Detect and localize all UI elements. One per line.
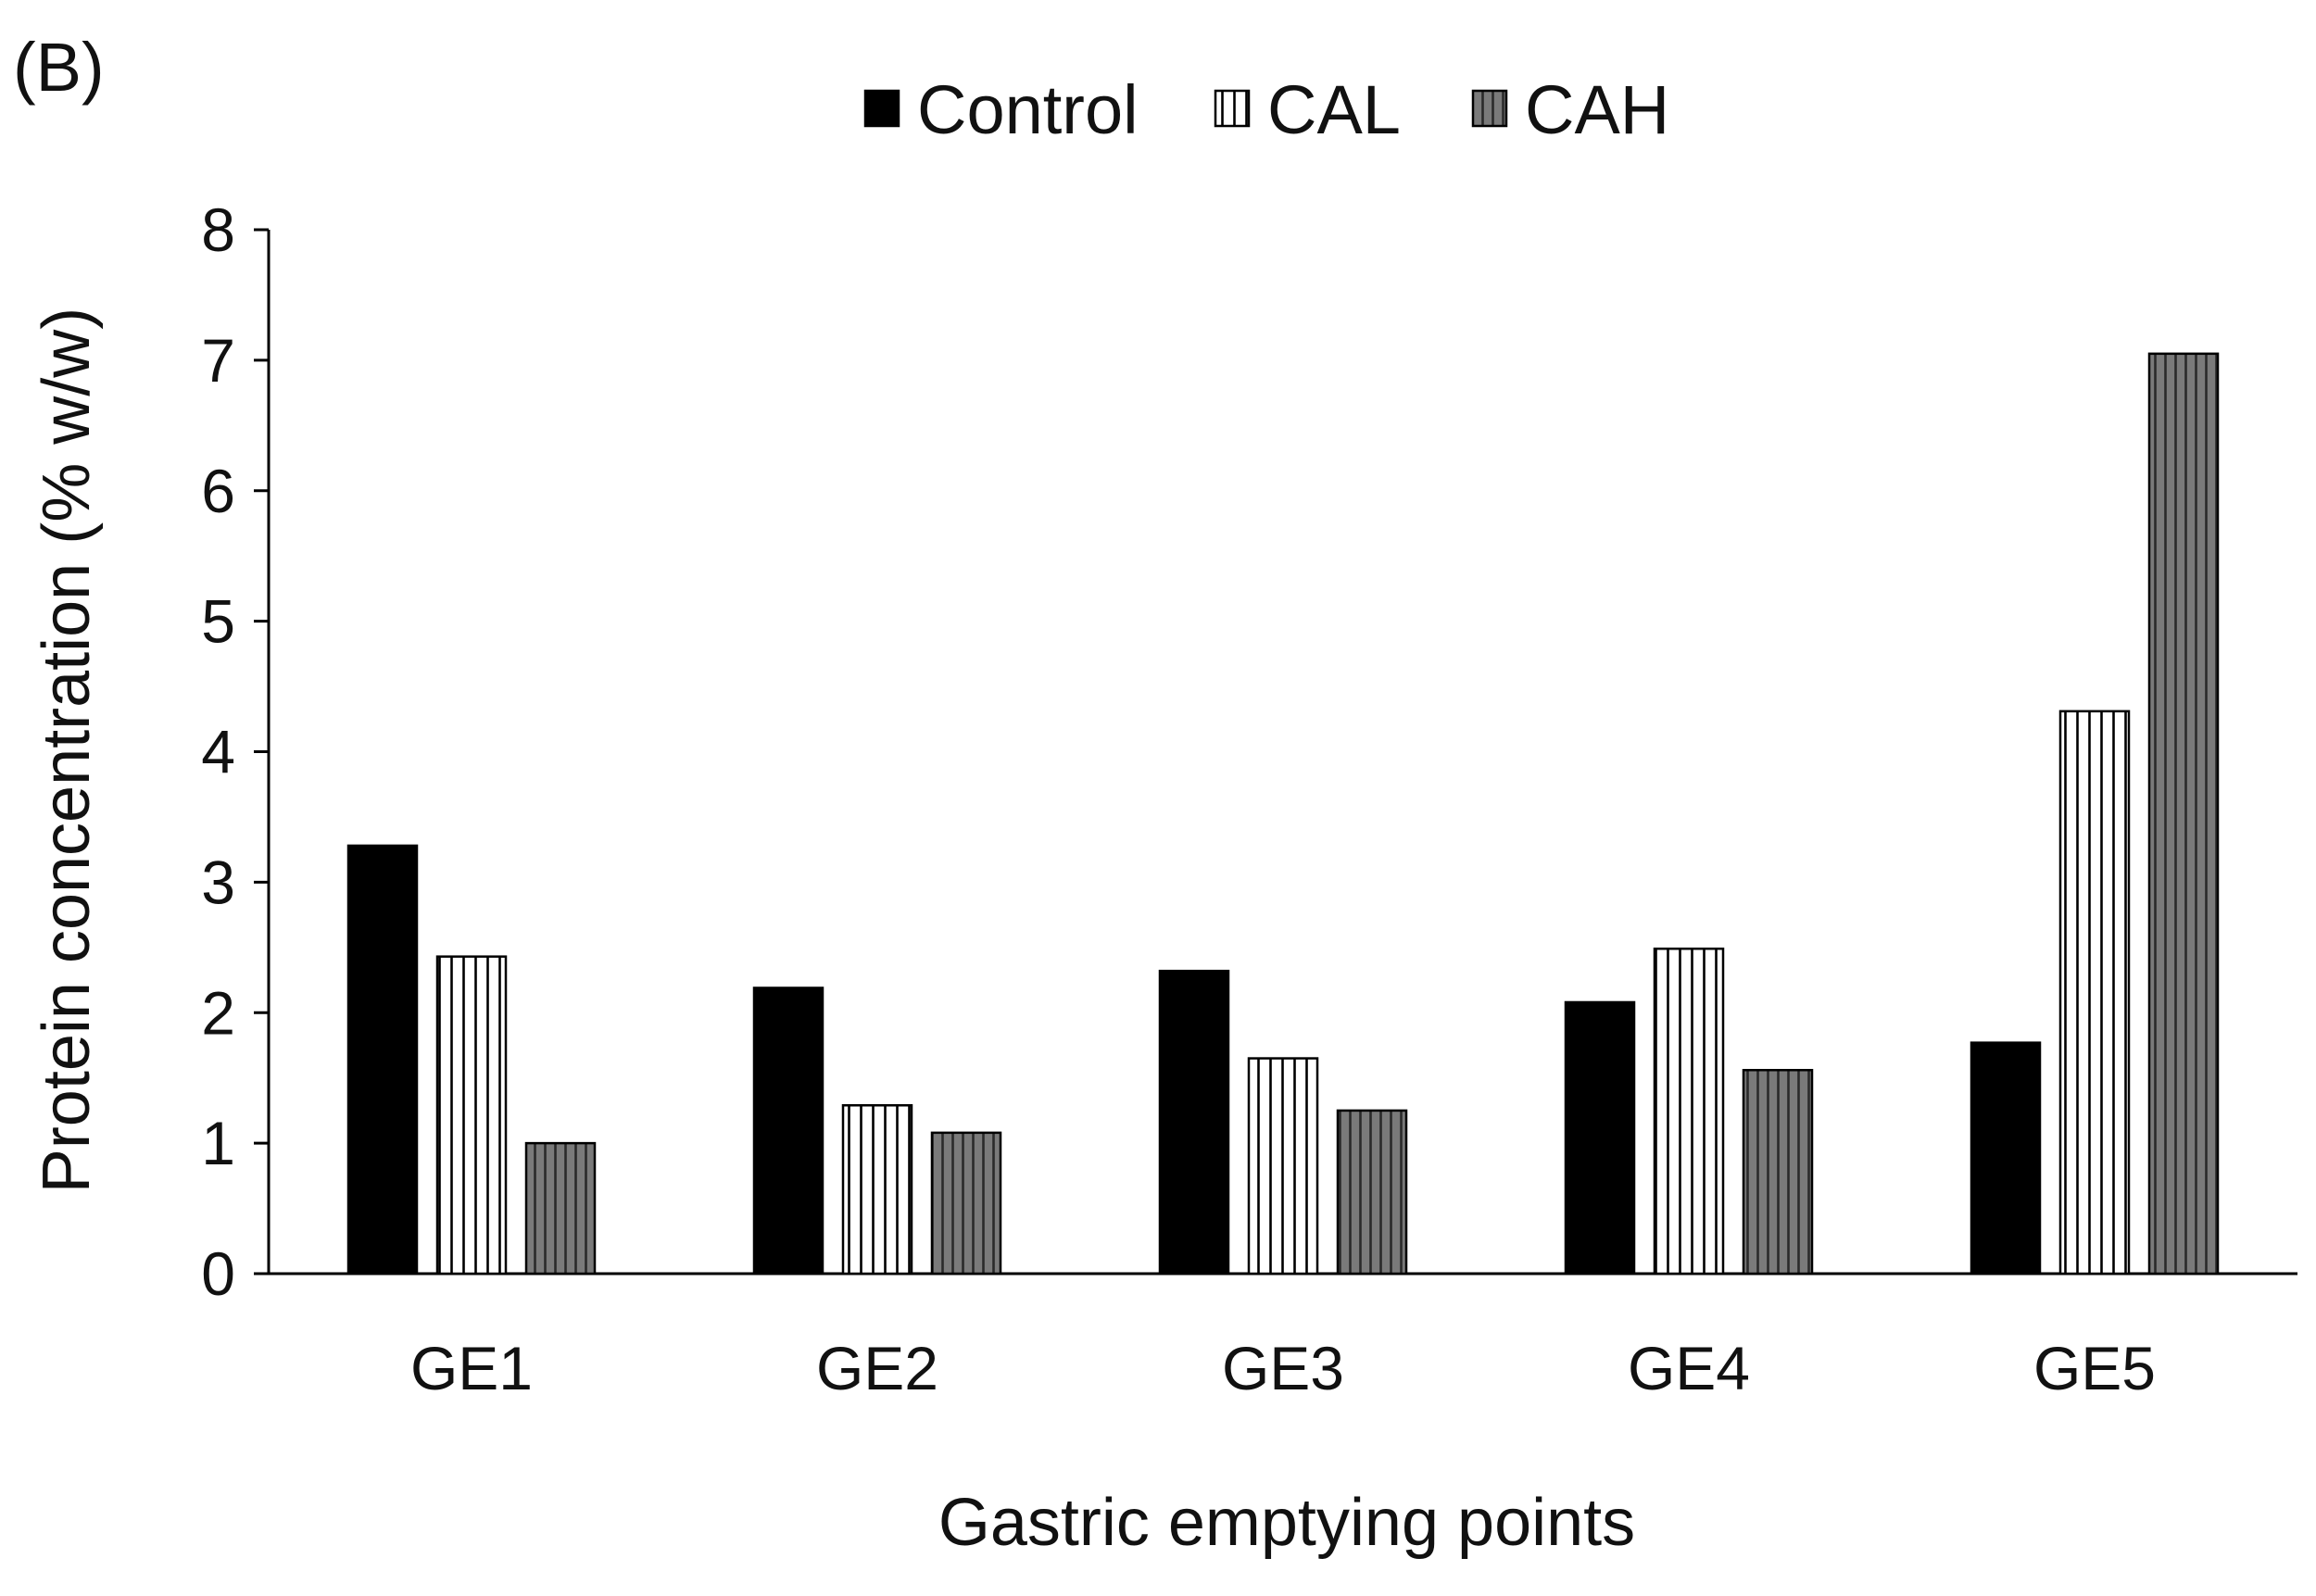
legend: Control CAL CAH bbox=[863, 71, 1669, 148]
bar-cal-ge1 bbox=[435, 955, 508, 1276]
y-tick-label: 7 bbox=[201, 326, 235, 395]
x-category-label: GE4 bbox=[1628, 1334, 1750, 1402]
legend-swatch-cah bbox=[1471, 89, 1508, 128]
y-axis: 0 1 2 3 4 5 6 7 8 bbox=[201, 195, 271, 1308]
legend-swatch-control bbox=[863, 89, 900, 128]
bar-cal-ge4 bbox=[1653, 947, 1725, 1276]
bar-control-ge4 bbox=[1564, 1000, 1636, 1276]
legend-label-cal: CAL bbox=[1267, 71, 1401, 148]
panel-label: (B) bbox=[13, 29, 105, 106]
y-axis-title: Protein concentration (% w/w) bbox=[30, 308, 104, 1193]
bar-control-ge3 bbox=[1158, 969, 1230, 1276]
y-tick-label: 0 bbox=[201, 1239, 235, 1308]
y-tick-label: 6 bbox=[201, 457, 235, 525]
bars bbox=[346, 352, 2220, 1276]
x-category-label: GE3 bbox=[1222, 1334, 1344, 1402]
x-category-label: GE5 bbox=[2033, 1334, 2156, 1402]
legend-label-cah: CAH bbox=[1525, 71, 1669, 148]
bar-control-ge2 bbox=[752, 987, 824, 1276]
x-category-label: GE1 bbox=[410, 1334, 533, 1402]
bar-cal-ge5 bbox=[2058, 710, 2131, 1276]
x-category-label: GE2 bbox=[816, 1334, 938, 1402]
bar-cah-ge2 bbox=[930, 1131, 1002, 1276]
x-axis-title: Gastric emptying points bbox=[938, 1486, 1635, 1560]
y-tick-label: 1 bbox=[201, 1109, 235, 1177]
bar-cah-ge3 bbox=[1336, 1109, 1408, 1276]
x-axis: GE1 GE2 GE3 GE4 GE5 bbox=[269, 1272, 2297, 1402]
bar-cah-ge4 bbox=[1742, 1068, 1814, 1276]
bar-cah-ge5 bbox=[2147, 352, 2220, 1276]
bar-cal-ge2 bbox=[841, 1104, 913, 1276]
bar-cah-ge1 bbox=[524, 1141, 597, 1276]
y-tick-label: 8 bbox=[201, 195, 235, 264]
bar-cal-ge3 bbox=[1247, 1057, 1319, 1276]
y-tick-label: 5 bbox=[201, 587, 235, 656]
bar-control-ge1 bbox=[346, 844, 419, 1276]
legend-label-control: Control bbox=[917, 71, 1139, 148]
legend-swatch-cal bbox=[1214, 89, 1251, 128]
bar-control-ge5 bbox=[1970, 1041, 2042, 1276]
y-tick-label: 2 bbox=[201, 978, 235, 1047]
y-tick-label: 3 bbox=[201, 848, 235, 916]
y-tick-label: 4 bbox=[201, 718, 235, 786]
